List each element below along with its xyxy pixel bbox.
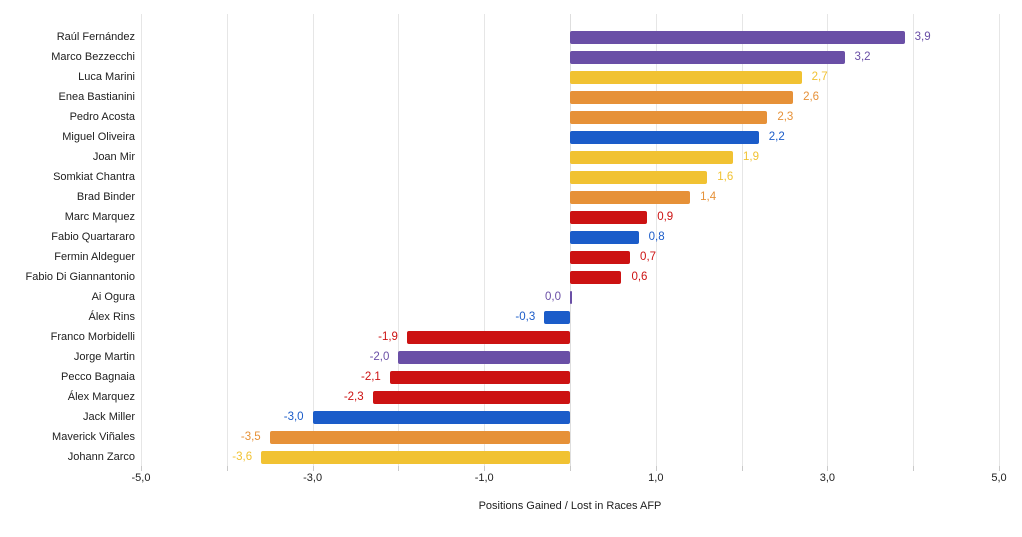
rider-bar bbox=[570, 70, 802, 84]
rider-name: Marc Marquez bbox=[64, 211, 135, 223]
x-tick-label: -1,0 bbox=[474, 472, 494, 484]
x-tick-label: -3,0 bbox=[303, 472, 323, 484]
axis-tick bbox=[827, 466, 829, 471]
rider-value-label: 1,4 bbox=[700, 190, 717, 203]
rider-value-label: 2,3 bbox=[777, 110, 794, 123]
axis-tick bbox=[398, 466, 400, 471]
rider-value-label: -1,9 bbox=[378, 330, 398, 343]
rider-name: Álex Marquez bbox=[67, 391, 135, 403]
rider-name: Brad Binder bbox=[76, 191, 135, 203]
axis-tick bbox=[484, 466, 486, 471]
rider-bar bbox=[312, 410, 570, 424]
rider-name: Jack Miller bbox=[83, 411, 135, 423]
rider-value-label: 2,7 bbox=[811, 70, 828, 83]
rider-bar bbox=[570, 150, 734, 164]
rider-name: Franco Morbidelli bbox=[50, 331, 135, 343]
gridline bbox=[484, 14, 486, 466]
axis-tick bbox=[999, 466, 1000, 471]
rider-bar bbox=[570, 230, 639, 244]
rider-bar bbox=[570, 190, 691, 204]
rider-value-label: -2,3 bbox=[343, 390, 364, 403]
rider-value-label: 0,9 bbox=[657, 210, 674, 223]
x-tick-label: 5,0 bbox=[991, 472, 1007, 484]
x-axis-title: Positions Gained / Lost in Races AFP bbox=[478, 500, 662, 512]
rider-value-label: 1,9 bbox=[743, 150, 760, 163]
axis-tick bbox=[141, 466, 142, 471]
rider-bar bbox=[269, 430, 570, 444]
rider-bar bbox=[570, 110, 768, 124]
rider-name: Luca Marini bbox=[78, 71, 135, 83]
rider-name: Miguel Oliveira bbox=[62, 131, 135, 143]
rider-bar bbox=[544, 310, 570, 324]
x-tick-label: 1,0 bbox=[648, 472, 664, 484]
rider-name: Fabio Di Giannantonio bbox=[25, 271, 135, 283]
rider-value-label: -3,0 bbox=[283, 410, 304, 423]
rider-bar bbox=[570, 250, 631, 264]
rider-bar bbox=[570, 210, 648, 224]
rider-bar bbox=[398, 350, 570, 364]
rider-value-label: -3,5 bbox=[240, 430, 261, 443]
rider-bar bbox=[406, 330, 570, 344]
axis-tick bbox=[913, 466, 915, 471]
rider-bar bbox=[570, 50, 845, 64]
gridline bbox=[398, 14, 400, 466]
rider-value-label: 2,6 bbox=[803, 90, 820, 103]
x-tick-label: -5,0 bbox=[131, 472, 151, 484]
rider-bar bbox=[261, 450, 570, 464]
x-tick-label: 3,0 bbox=[819, 472, 836, 484]
rider-name: Johann Zarco bbox=[67, 451, 135, 463]
gridline bbox=[226, 14, 228, 466]
rider-value-label: -2,0 bbox=[369, 350, 390, 363]
gridline bbox=[141, 14, 142, 466]
gridline bbox=[312, 14, 314, 466]
rider-value-label: 0,8 bbox=[648, 230, 665, 243]
rider-name: Fermin Aldeguer bbox=[54, 251, 135, 263]
axis-tick bbox=[741, 466, 743, 471]
axis-tick bbox=[655, 466, 657, 471]
rider-name: Jorge Martin bbox=[73, 351, 135, 363]
axis-tick bbox=[570, 466, 571, 471]
rider-name: Pedro Acosta bbox=[69, 111, 135, 123]
rider-bar bbox=[570, 290, 572, 304]
gridline bbox=[913, 14, 915, 466]
rider-name: Maverick Viñales bbox=[52, 431, 135, 443]
rider-value-label: 2,2 bbox=[768, 130, 785, 143]
rider-name: Raúl Fernández bbox=[56, 31, 135, 43]
axis-tick bbox=[226, 466, 228, 471]
rider-bar bbox=[570, 270, 622, 284]
rider-bar bbox=[389, 370, 570, 384]
rider-value-label: 3,2 bbox=[854, 50, 871, 63]
gridline bbox=[655, 14, 657, 466]
gridline bbox=[741, 14, 743, 466]
rider-bar bbox=[570, 90, 794, 104]
rider-name: Joan Mir bbox=[92, 151, 135, 163]
rider-value-label: 0,6 bbox=[631, 270, 648, 283]
rider-name: Ai Ogura bbox=[91, 291, 135, 303]
rider-name: Enea Bastianini bbox=[58, 91, 135, 103]
axis-tick bbox=[312, 466, 314, 471]
rider-name: Marco Bezzecchi bbox=[51, 51, 135, 63]
rider-name: Álex Rins bbox=[88, 311, 135, 323]
rider-value-label: -3,6 bbox=[232, 450, 253, 463]
gridline bbox=[827, 14, 829, 466]
rider-bar bbox=[570, 130, 759, 144]
rider-bar bbox=[372, 390, 570, 404]
rider-value-label: 0,0 bbox=[545, 290, 561, 303]
rider-name: Fabio Quartararo bbox=[51, 231, 135, 243]
rider-bar bbox=[570, 170, 708, 184]
rider-value-label: 3,9 bbox=[914, 30, 931, 43]
gridline bbox=[999, 14, 1000, 466]
rider-value-label: -2,1 bbox=[360, 370, 381, 383]
rider-value-label: 1,6 bbox=[717, 170, 734, 183]
rider-name: Somkiat Chantra bbox=[53, 171, 135, 183]
rider-bar bbox=[570, 30, 905, 44]
rider-value-label: 0,7 bbox=[640, 250, 657, 263]
rider-name: Pecco Bagnaia bbox=[61, 371, 135, 383]
rider-value-label: -0,3 bbox=[515, 310, 536, 323]
